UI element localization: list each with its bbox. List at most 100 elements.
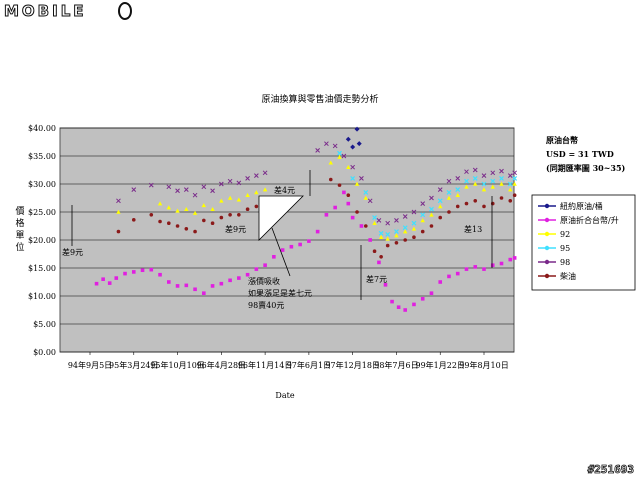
annotation-98-price: 98賣40元: [248, 300, 284, 310]
series-crude-twd-point: [342, 190, 346, 195]
annotation-shapes: [71, 170, 493, 300]
series-crude-usd-point: [354, 126, 360, 132]
legend-label: 紐約原油/桶: [560, 201, 603, 211]
series-crude-usd-point: [356, 141, 362, 147]
annotation-diff-13: 差13: [464, 224, 482, 234]
series-92-point: [481, 187, 487, 192]
series-diesel-point: [482, 204, 486, 209]
series-98-point: [245, 176, 250, 181]
series-98-point: [446, 178, 452, 184]
series-98-point: [481, 173, 487, 178]
series-crude-twd-point: [377, 260, 381, 265]
series-92-point: [455, 193, 460, 197]
series-crude-twd-point: [359, 224, 364, 228]
series-diesel-point: [175, 224, 180, 228]
series-98-point: [402, 214, 408, 219]
series-diesel-point: [372, 249, 377, 253]
x-axis-label: Date: [275, 391, 294, 400]
series-92-point: [192, 210, 198, 215]
series-crude-twd-point: [228, 278, 232, 283]
series-98-point: [227, 178, 233, 184]
series-92-point: [429, 212, 434, 217]
series-diesel-point: [228, 213, 232, 217]
series-95-point: [350, 175, 356, 181]
series-98-point: [429, 195, 434, 201]
series-92-point: [464, 184, 469, 189]
series-92-point: [512, 181, 517, 186]
series-crude-twd-point: [202, 291, 206, 295]
series-95-point: [363, 189, 369, 195]
series-crude-twd-point: [403, 308, 407, 312]
legend-label: 原油折合台幣/升: [560, 215, 619, 225]
series-95-point: [429, 206, 434, 212]
series-crude-twd-point: [114, 276, 119, 280]
series-92-point: [438, 204, 443, 209]
mobile01-logo: MOBILE: [4, 2, 87, 21]
series-95-point: [411, 220, 417, 226]
x-tick-label: 96年4月28日: [197, 360, 246, 370]
annotation-if-full: 如果漲足是差七元: [248, 288, 312, 298]
y-tick-label: $15.00: [28, 264, 56, 273]
series-98-point: [376, 218, 382, 223]
series-crude-twd-point: [447, 274, 451, 279]
series-diesel-point: [149, 213, 154, 217]
series-92-point: [175, 208, 180, 213]
series-diesel-point: [412, 235, 416, 239]
series-98-point: [385, 220, 391, 226]
series-98-point: [315, 148, 320, 153]
series-98-point: [499, 168, 504, 174]
series-98-point: [116, 198, 121, 204]
series-98-point: [367, 198, 373, 204]
series-92-point: [490, 184, 495, 189]
series-marks: [94, 126, 518, 312]
x-tick-label: 98年7月6日: [374, 360, 418, 370]
series-92-point: [508, 187, 513, 192]
legend-marker: [544, 217, 550, 223]
series-95-point: [490, 178, 496, 184]
legend-marker: [544, 245, 550, 251]
series-crude-twd-point: [473, 265, 478, 269]
series-98-point: [192, 192, 198, 198]
series-92-point: [254, 190, 259, 195]
series-diesel-point: [355, 210, 359, 214]
series-98-point: [218, 181, 224, 187]
y-tick-label: $0.00: [33, 348, 56, 357]
x-tick-label: 94年9月5日: [68, 360, 112, 370]
series-diesel-point: [499, 196, 504, 200]
series-95-point: [394, 229, 399, 235]
series-98-point: [262, 170, 268, 176]
series-crude-twd-point: [237, 276, 241, 280]
series-95-point: [402, 225, 408, 231]
series-diesel-point: [346, 193, 351, 197]
series-95-point: [385, 231, 391, 237]
legend-marker: [544, 203, 550, 209]
y-tick-label: $20.00: [28, 236, 56, 245]
series-crude-twd-point: [383, 283, 388, 287]
series-diesel-point: [219, 215, 224, 220]
series-crude-twd-point: [438, 280, 443, 284]
series-92-point: [166, 205, 171, 210]
series-crude-twd-point: [245, 272, 250, 277]
series-92-point: [354, 181, 360, 186]
series-92-point: [201, 203, 207, 208]
series-98-point: [210, 188, 215, 194]
series-98-point: [175, 188, 180, 194]
x-axis-ticks: 94年9月5日95年3月24日95年10月10日96年4月28日96年11月14…: [68, 352, 509, 370]
series-diesel-point: [512, 193, 517, 197]
series-92-point: [245, 193, 250, 197]
series-98-point: [341, 153, 347, 159]
series-diesel-point: [184, 227, 189, 231]
series-diesel-point: [254, 204, 259, 209]
series-95-point: [455, 187, 461, 193]
series-92-point: [499, 181, 504, 186]
series-crude-twd-point: [346, 201, 351, 206]
exchange-note-title: 原油台幣: [546, 135, 578, 145]
series-crude-twd-point: [333, 205, 337, 210]
series-crude-twd-point: [315, 229, 320, 234]
image-watermark: #251693: [587, 463, 634, 477]
series-diesel-point: [385, 243, 390, 248]
series-diesel-point: [447, 210, 451, 214]
series-diesel-point: [245, 207, 250, 211]
